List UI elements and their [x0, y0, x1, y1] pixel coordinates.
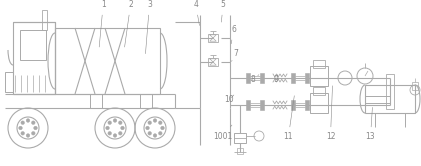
Text: 13: 13: [366, 107, 375, 141]
Bar: [5, 72, 13, 92]
Circle shape: [26, 119, 30, 122]
Text: 1: 1: [99, 0, 106, 47]
Circle shape: [158, 121, 162, 124]
Bar: [260, 100, 264, 110]
Bar: [13, 22, 55, 94]
Bar: [365, 85, 415, 113]
Bar: [20, 30, 46, 60]
Circle shape: [161, 126, 164, 130]
Bar: [246, 100, 250, 110]
Bar: [310, 93, 328, 113]
Circle shape: [158, 131, 162, 135]
Circle shape: [108, 131, 112, 135]
Circle shape: [26, 134, 30, 137]
Bar: [310, 66, 328, 86]
Bar: [237, 148, 243, 154]
Bar: [208, 34, 218, 42]
Text: 1001: 1001: [213, 125, 233, 141]
Circle shape: [32, 131, 35, 135]
Circle shape: [148, 131, 152, 135]
Circle shape: [153, 134, 157, 137]
Circle shape: [153, 119, 157, 122]
Text: 7: 7: [232, 49, 238, 61]
Text: 11: 11: [284, 96, 294, 141]
Circle shape: [146, 126, 149, 130]
Bar: [291, 100, 295, 110]
Bar: [246, 73, 250, 83]
Bar: [305, 73, 309, 83]
Circle shape: [113, 134, 117, 137]
Bar: [291, 73, 295, 83]
Text: 2: 2: [125, 0, 133, 47]
Circle shape: [32, 121, 35, 124]
Bar: [313, 87, 325, 95]
Bar: [208, 58, 218, 66]
Circle shape: [21, 121, 24, 124]
Bar: [234, 133, 246, 143]
Bar: [42, 10, 47, 30]
Text: 6: 6: [231, 25, 236, 44]
Circle shape: [118, 131, 122, 135]
Circle shape: [34, 126, 37, 130]
Circle shape: [21, 131, 24, 135]
Text: 4: 4: [193, 0, 200, 26]
Text: 3: 3: [146, 0, 152, 54]
Bar: [412, 82, 418, 90]
Bar: [55, 28, 160, 94]
Text: 9: 9: [273, 75, 278, 84]
Circle shape: [148, 121, 152, 124]
Text: 10: 10: [225, 95, 234, 104]
Circle shape: [106, 126, 109, 130]
Bar: [313, 60, 325, 68]
Circle shape: [121, 126, 124, 130]
Text: 8: 8: [250, 75, 259, 84]
Bar: [260, 73, 264, 83]
Bar: [90, 94, 102, 108]
Circle shape: [19, 126, 22, 130]
Text: 5: 5: [221, 0, 226, 22]
Circle shape: [113, 119, 117, 122]
Bar: [386, 74, 394, 109]
Circle shape: [108, 121, 112, 124]
Circle shape: [118, 121, 122, 124]
Bar: [140, 94, 152, 108]
Bar: [305, 100, 309, 110]
Text: 12: 12: [326, 86, 335, 141]
